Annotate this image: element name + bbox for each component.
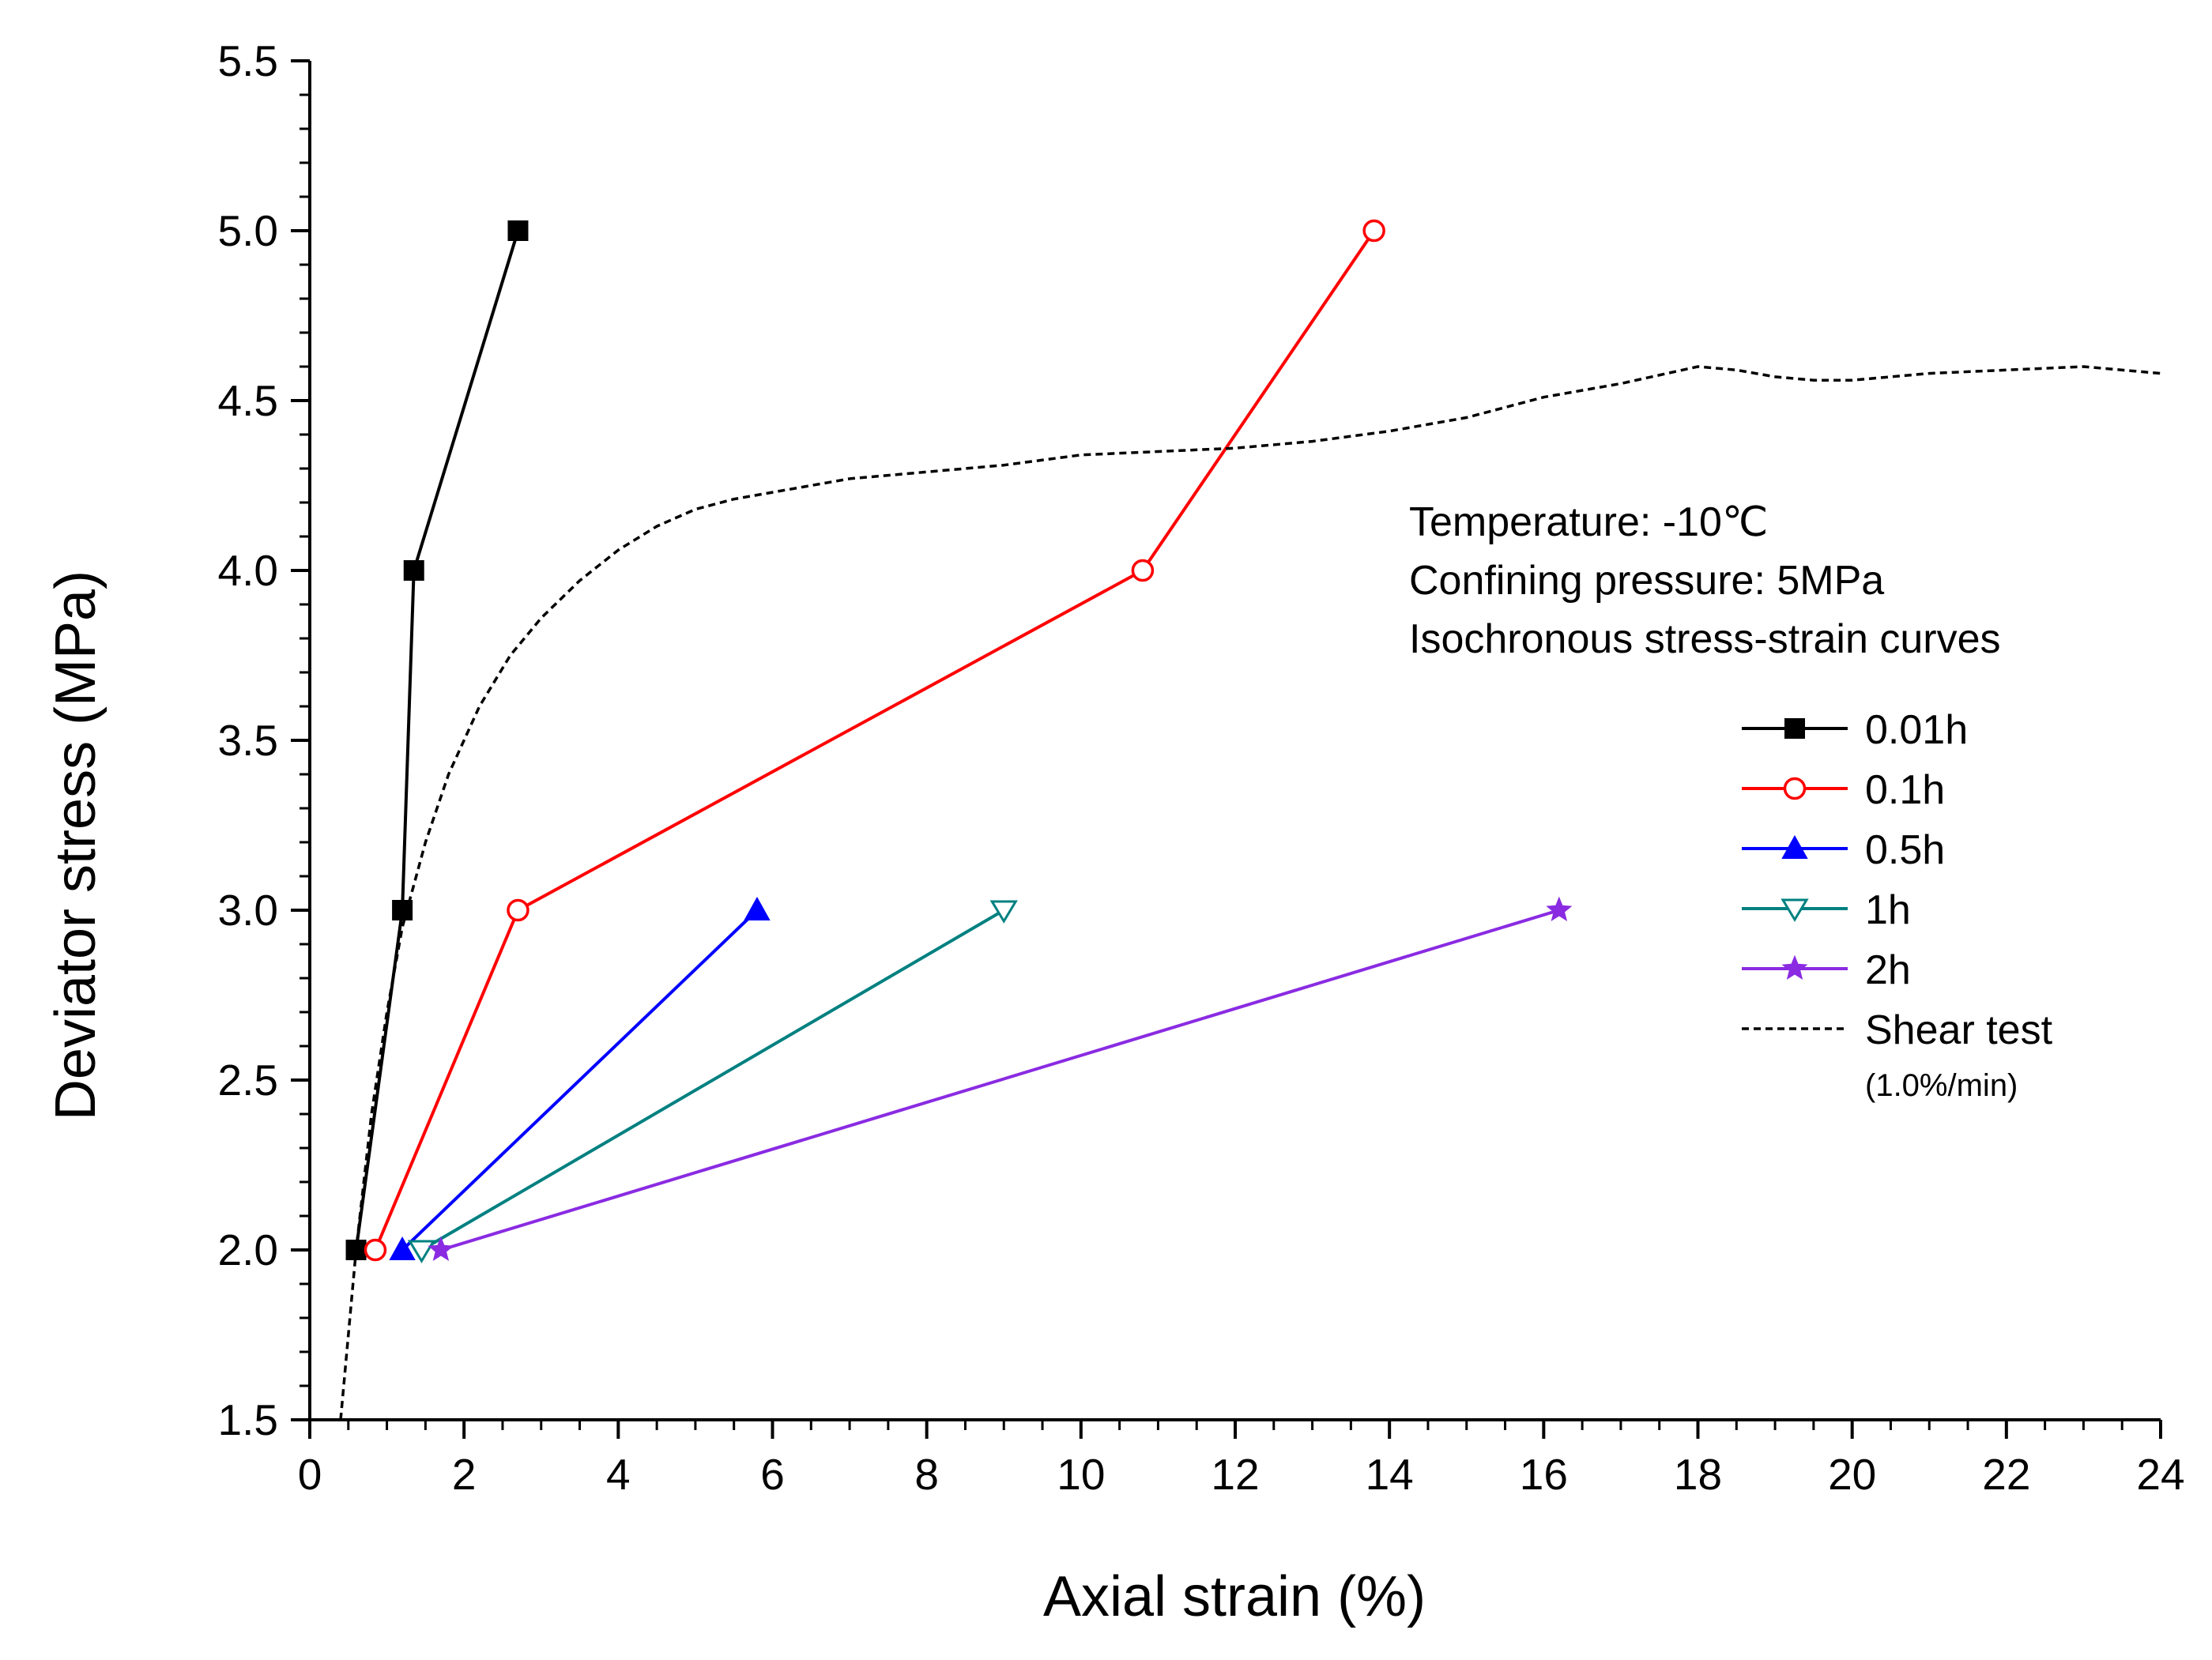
y-tick-label: 3.5 [218, 716, 278, 765]
legend-label: 1h [1865, 887, 1911, 933]
legend: 0.01h 0.1h 0.5h 1h 2h Shear test (1.0%/min) [1742, 707, 2053, 1103]
series-line [374, 229, 1376, 1251]
y-tick-label: 2.0 [218, 1225, 278, 1274]
legend-item: 0.01h [1742, 707, 1968, 753]
legend-item: 2h [1742, 947, 1911, 993]
data-point [1546, 896, 1573, 921]
legend-item: Shear test (1.0%/min) [1742, 1007, 2053, 1103]
x-tick-label: 14 [1366, 1450, 1414, 1499]
x-tick-label: 4 [606, 1450, 631, 1499]
legend-item: 0.1h [1742, 767, 1945, 813]
series-1h [407, 900, 1018, 1263]
x-tick-label: 0 [298, 1450, 322, 1499]
annotation-temperature: Temperature: -10℃ [1409, 499, 1768, 545]
annotation-confining-pressure: Confining pressure: 5MPa [1409, 558, 1884, 604]
legend-marker [1781, 954, 1808, 980]
series-shear-test [339, 365, 2161, 1421]
legend-item: 1h [1742, 887, 1911, 933]
series-0-01h [345, 220, 529, 1260]
x-tick-label: 22 [1982, 1450, 2030, 1499]
legend-sublabel: (1.0%/min) [1865, 1068, 2018, 1103]
x-tick-label: 10 [1057, 1450, 1105, 1499]
series-line [354, 230, 520, 1251]
data-point [744, 896, 771, 920]
legend-label: 2h [1865, 947, 1911, 993]
x-tick-label: 12 [1211, 1450, 1259, 1499]
data-point [364, 1238, 387, 1262]
y-tick-label: 1.5 [218, 1395, 278, 1444]
x-tick-label: 6 [760, 1450, 785, 1499]
data-point [1131, 559, 1155, 582]
data-point [389, 1236, 416, 1260]
y-tick-label: 2.5 [218, 1056, 278, 1105]
x-tick-label: 8 [914, 1450, 939, 1499]
y-tick-label: 5.5 [218, 36, 278, 85]
y-axis-title: Deviator stress (MPa) [44, 570, 107, 1120]
series-0-1h [364, 219, 1385, 1262]
x-axis-title: Axial strain (%) [1043, 1565, 1426, 1628]
legend-marker [1781, 898, 1809, 922]
legend-label: 0.1h [1865, 767, 1945, 813]
series-line [440, 909, 1560, 1252]
series-layer [339, 219, 2161, 1421]
x-tick-label: 20 [1828, 1450, 1876, 1499]
x-tick-label: 16 [1520, 1450, 1568, 1499]
y-tick-label: 4.0 [218, 546, 278, 595]
legend-label: 0.01h [1865, 707, 1968, 753]
data-point [392, 900, 413, 920]
y-tick-label: 3.0 [218, 886, 278, 935]
series-line [401, 909, 759, 1252]
series-line [420, 909, 1005, 1252]
legend-label: Shear test [1865, 1007, 2053, 1053]
data-point [403, 560, 424, 581]
series-2h [428, 896, 1573, 1261]
annotation-curve-type: Isochronous stress-strain curves [1409, 616, 2001, 662]
shear-test-curve [339, 365, 2161, 1421]
data-point [989, 900, 1018, 924]
x-tick-label: 18 [1674, 1450, 1722, 1499]
x-tick-label: 24 [2136, 1450, 2184, 1499]
y-tick-label: 5.0 [218, 206, 278, 255]
legend-item: 0.5h [1742, 827, 1945, 873]
legend-marker [1781, 834, 1808, 859]
data-point [507, 220, 529, 241]
data-point [428, 1236, 454, 1261]
legend-label: 0.5h [1865, 827, 1945, 873]
ticks-layer: 0 2 4 6 8 10 12 14 16 18 20 22 241.52.02.53.03.54.04… [218, 36, 2185, 1499]
data-point [407, 1240, 436, 1263]
y-tick-label: 4.5 [218, 376, 278, 425]
legend-marker [1783, 777, 1807, 800]
data-point [1362, 219, 1385, 243]
data-point [507, 898, 529, 922]
annotation-block: Temperature: -10℃ Confining pressure: 5M… [1409, 499, 2001, 662]
x-tick-label: 2 [452, 1450, 477, 1499]
series-0-5h [389, 896, 771, 1260]
legend-marker [1784, 718, 1805, 739]
